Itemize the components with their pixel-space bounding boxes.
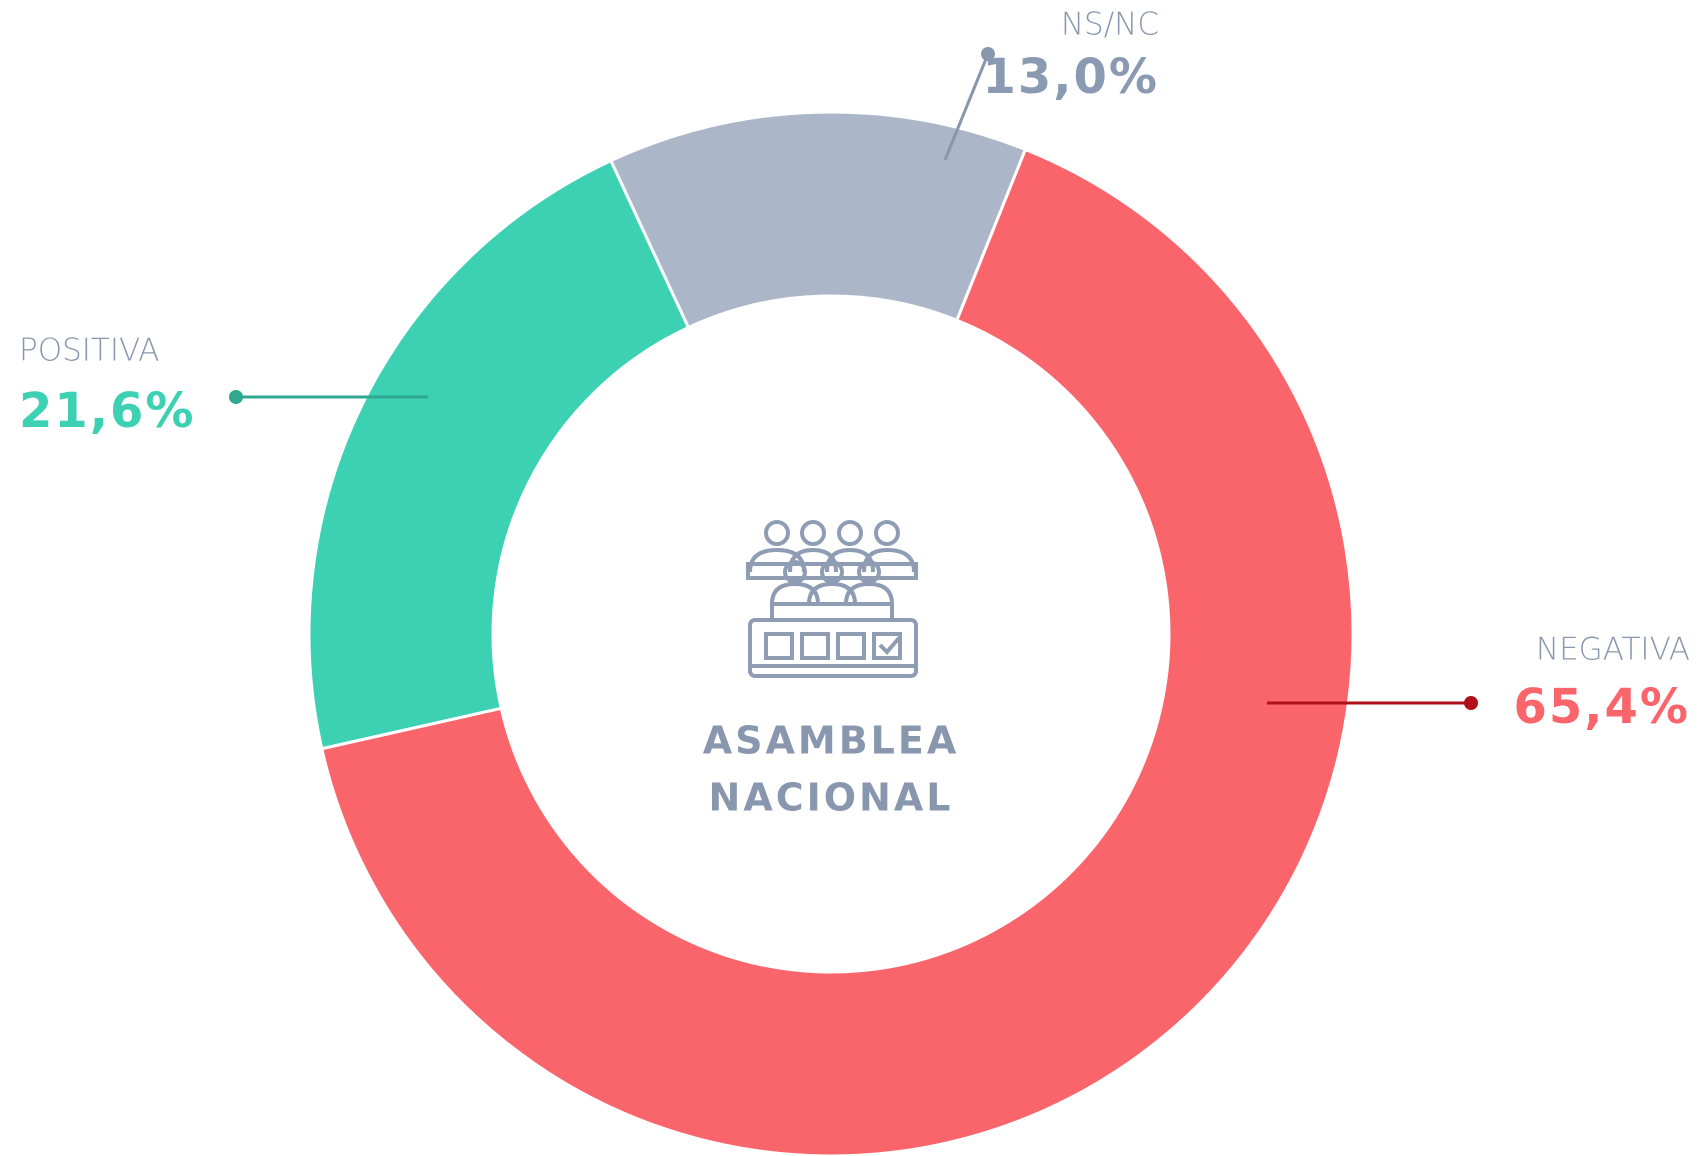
category-label: NEGATIVA — [1536, 632, 1690, 668]
donut — [307, 110, 1355, 1156]
donut-slice — [319, 147, 1355, 1156]
value-label: 13,0% — [982, 49, 1159, 105]
donut-slice — [608, 110, 1028, 330]
value-label: 21,6% — [19, 383, 196, 439]
leader-line — [943, 53, 990, 161]
center-label: NACIONAL — [709, 776, 954, 820]
assembly-icon — [746, 520, 918, 678]
category-label: POSITIVA — [19, 333, 159, 369]
leader-dot — [229, 390, 243, 404]
leader-dot — [1464, 696, 1478, 710]
center-label: ASAMBLEA — [703, 719, 960, 763]
category-label: NS/NC — [1061, 7, 1159, 43]
donut-slice — [307, 158, 691, 751]
value-label: 65,4% — [1513, 679, 1690, 735]
leader-dot — [981, 47, 995, 61]
